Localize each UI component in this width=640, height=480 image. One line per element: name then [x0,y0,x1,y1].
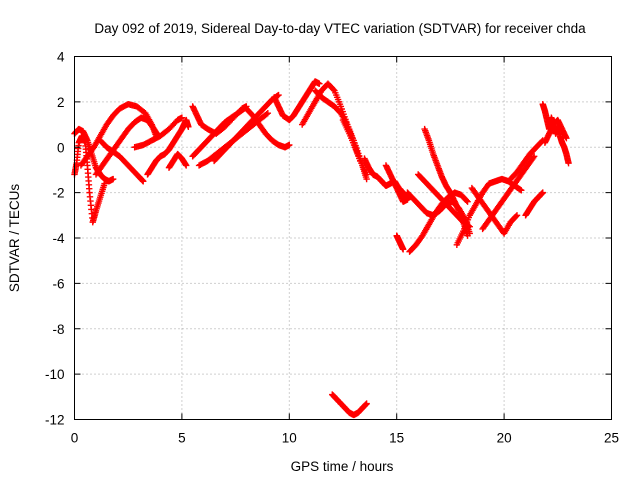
y-tick-label: 0 [57,140,65,155]
data-point [286,141,293,149]
series-arc-24 [414,171,473,230]
y-tick-label: 4 [57,50,65,65]
series-arc-20 [393,232,407,253]
data-point [399,246,407,253]
y-tick-label: -12 [45,413,65,428]
axis-ticks [74,56,612,420]
data-point [363,175,370,183]
x-tick-label: 20 [497,431,512,446]
data-point [464,232,471,239]
y-tick-label: -4 [52,231,64,246]
x-tick-label: 25 [604,431,619,446]
data-point [264,110,272,117]
data-point [565,159,572,167]
y-axis-label: SDTVAR / TECUs [7,184,22,293]
y-tick-label: -8 [52,322,64,337]
x-tick-label: 0 [71,431,79,446]
x-tick-label: 15 [389,431,404,446]
data-point [178,114,186,121]
y-tick-label: -2 [52,186,64,201]
x-axis-label: GPS time / hours [291,459,394,474]
series-arc-31 [541,116,570,146]
data-point [330,86,337,93]
data-point [185,123,192,131]
data-point [539,189,546,196]
series-arc-5 [97,137,147,185]
y-tick-labels: 4 2 0 -2 -4 -6 -8 -10 -12 [45,50,65,428]
data-point [109,175,117,183]
series-arc-13 [243,105,293,151]
data-point [518,187,525,194]
series-arc-7 [144,116,192,178]
data-point [316,80,323,87]
y-tick-label: -6 [52,276,64,291]
y-tick-label: -10 [45,367,65,382]
series-arc-14 [271,78,323,124]
series-arc-8 [165,150,190,171]
data-point [363,400,370,407]
data-point [464,198,471,205]
data-point [263,110,270,118]
series-arc-29 [522,189,546,219]
data-point [404,196,411,203]
series-arc-10 [189,105,248,160]
y-tick-label: 2 [57,95,65,110]
series-arc-17 [339,116,370,183]
series-arc-4 [92,114,162,178]
x-tick-labels: 0 5 10 15 20 25 [71,431,619,446]
series-arc-32 [329,391,370,419]
data-point [530,154,537,161]
data-point [563,134,570,142]
series-arc-28 [507,137,546,183]
series-arc-27 [479,153,538,233]
x-tick-label: 5 [178,431,186,446]
data-point [513,212,521,219]
x-tick-label: 10 [282,431,297,446]
data-points [71,78,572,419]
data-point [182,162,190,169]
data-point [512,213,520,220]
data-point [140,178,147,185]
series-arc-19 [382,162,411,205]
series-arc-6 [131,114,186,151]
data-point [275,91,282,99]
data-point [101,180,108,187]
data-point [530,153,538,160]
data-point [463,197,470,204]
chart-title: Day 092 of 2019, Sidereal Day-to-day VTE… [94,21,586,36]
